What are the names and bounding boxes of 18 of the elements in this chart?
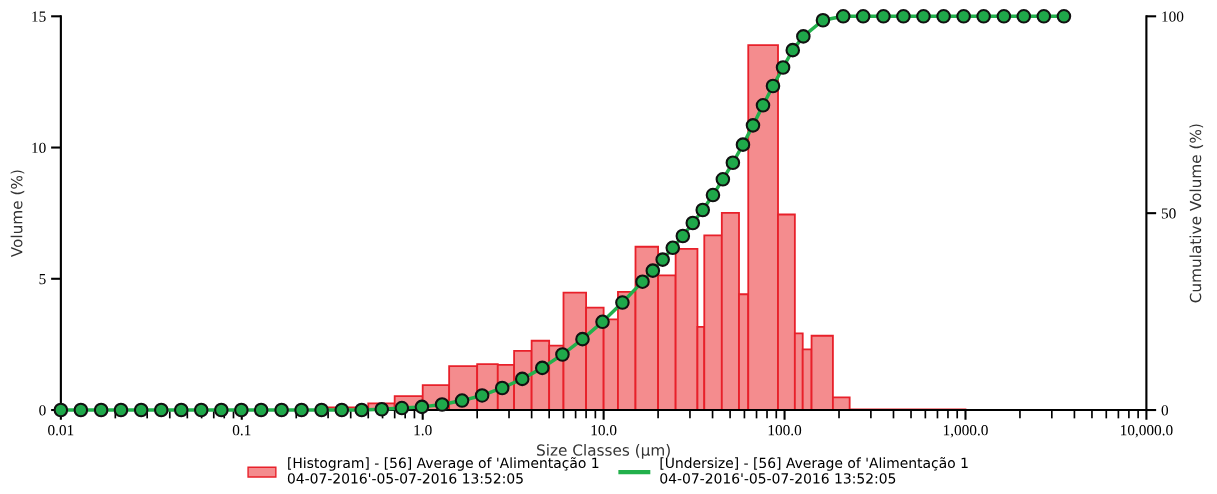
x-tick-label: 100.0 [768,425,802,436]
y2-tick-label: 0 [1161,405,1169,416]
y-tick-label: 0 [39,405,46,416]
y2-tick-label: 50 [1161,208,1176,219]
x-tick-label: 10,000.0 [1121,425,1173,438]
y-axis-title: Volume (%) [10,170,25,258]
y-tick-label: 10 [32,142,46,153]
y2-axis-title: Cumulative Volume (%) [1189,124,1204,303]
x-tick-label: 1.0 [414,425,432,436]
legend-label: [Histogram] - [56] Average of 'Alimentação 1 04-07-2016'-05-07-2016 13:52:05 [287,457,599,484]
y-tick-label: 15 [32,11,46,22]
x-tick-label: 0.1 [232,425,251,436]
x-tick-label: 10.0 [591,425,617,436]
x-tick-label: 1,000.0 [943,425,988,438]
y-tick-label: 5 [39,274,46,285]
y2-tick-label: 100 [1162,11,1184,22]
legend-label: [Undersize] - [56] Average of 'Alimentação 1 04-07-2016'-05-07-2016 13:52:05 [660,457,968,484]
x-tick-label: 0.01 [48,425,74,436]
